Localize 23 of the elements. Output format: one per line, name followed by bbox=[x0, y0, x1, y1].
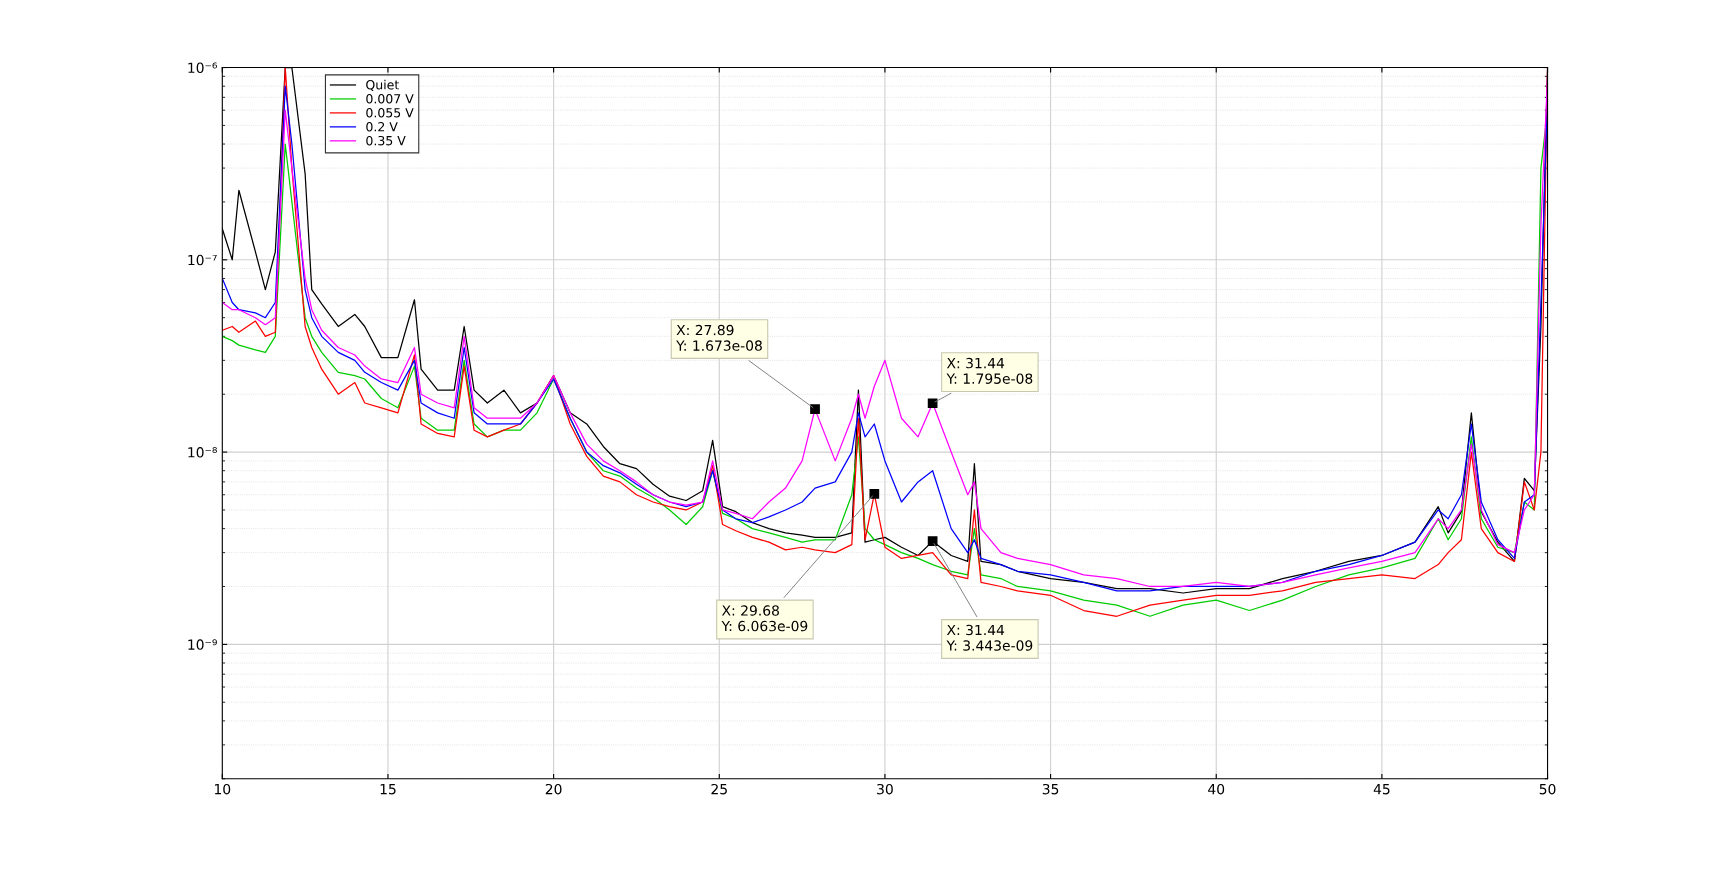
annotation: X: 31.44 Y: 3.443e-09 bbox=[946, 624, 1033, 651]
annotation: X: 29.68 Y: 6.063e-09 bbox=[721, 605, 808, 632]
legend-label: Quiet bbox=[366, 79, 399, 91]
x-tick-label: 10 bbox=[214, 783, 231, 795]
y-tick-label: 10⁻⁷ bbox=[188, 254, 217, 266]
legend-label: 0.35 V bbox=[366, 135, 406, 146]
x-tick-label: 15 bbox=[380, 784, 396, 795]
x-tick-label: 50 bbox=[1539, 783, 1556, 795]
x-tick-label: 45 bbox=[1373, 784, 1390, 795]
y-tick-label: 10⁻⁸ bbox=[188, 447, 217, 458]
annotation: X: 27.89 Y: 1.673e-08 bbox=[676, 324, 762, 351]
legend-label: 0.2 V bbox=[366, 121, 398, 132]
y-tick-label: 10⁻⁶ bbox=[188, 62, 217, 73]
x-tick-label: 30 bbox=[877, 783, 893, 795]
x-tick-label: 35 bbox=[1042, 783, 1059, 795]
point bbox=[927, 536, 938, 546]
x-tick-label: 20 bbox=[545, 783, 562, 795]
legend-label: 0.055 V bbox=[366, 108, 414, 118]
legend-label: 0.007 V bbox=[366, 94, 414, 104]
annotation: X: 31.44 Y: 1.795e-08 bbox=[946, 357, 1033, 384]
x-tick-label: 40 bbox=[1208, 783, 1225, 795]
x-tick-label: 25 bbox=[711, 783, 727, 795]
y-tick-label: 10⁻⁹ bbox=[188, 639, 217, 650]
